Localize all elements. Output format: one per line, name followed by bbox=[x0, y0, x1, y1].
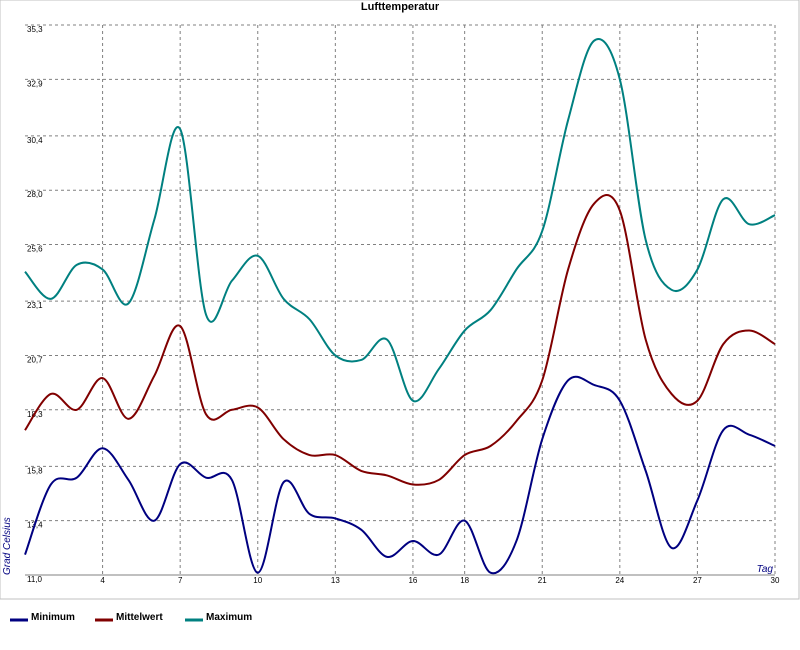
y-axis-label: Grad Celsius bbox=[2, 517, 13, 575]
y-tick-label: 32,9 bbox=[27, 79, 43, 88]
x-tick-label: 4 bbox=[100, 576, 105, 585]
chart-title: Lufttemperatur bbox=[361, 1, 440, 13]
y-tick-label: 28,0 bbox=[27, 190, 43, 199]
x-tick-label: 10 bbox=[253, 576, 262, 585]
legend-label: Maximum bbox=[206, 612, 252, 623]
y-tick-label: 11,0 bbox=[27, 575, 43, 584]
y-tick-label: 23,1 bbox=[27, 301, 43, 310]
legend-label: Minimum bbox=[31, 612, 75, 623]
line bbox=[24, 375, 776, 575]
x-tick-label: 16 bbox=[408, 576, 417, 585]
x-tick-label: 30 bbox=[771, 576, 780, 585]
frame bbox=[0, 0, 800, 600]
x-tick-label: 27 bbox=[693, 576, 702, 585]
x-tick-label: 13 bbox=[331, 576, 340, 585]
legend-label: Mittelwert bbox=[116, 612, 163, 623]
line bbox=[24, 194, 776, 486]
y-tick-label: 15,8 bbox=[27, 466, 43, 475]
x-tick-label: 24 bbox=[615, 576, 624, 585]
y-tick-label: 35,3 bbox=[27, 25, 43, 34]
y-tick-label: 25,6 bbox=[27, 245, 43, 254]
y-tick-label: 20,7 bbox=[27, 355, 43, 364]
x-tick-label: 7 bbox=[178, 576, 183, 585]
line bbox=[24, 38, 776, 403]
x-tick-label: 18 bbox=[460, 576, 469, 585]
x-tick-label: 21 bbox=[538, 576, 547, 585]
x-axis-label: Tag bbox=[757, 564, 774, 575]
y-tick-label: 30,4 bbox=[27, 136, 43, 145]
